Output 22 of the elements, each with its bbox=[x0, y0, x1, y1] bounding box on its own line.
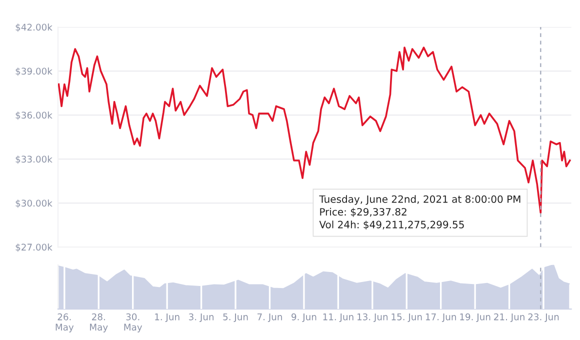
x-tick-label: 26. May bbox=[56, 313, 74, 332]
y-tick-label: $33.00k bbox=[16, 156, 52, 164]
x-tick-label: 17. Jun bbox=[426, 314, 456, 322]
y-tick-label: $36.00k bbox=[16, 112, 52, 120]
y-tick-label: $27.00k bbox=[16, 244, 52, 252]
x-tick-label: 30. May bbox=[124, 313, 142, 332]
x-tick-label: 13. Jun bbox=[357, 313, 388, 322]
annotation: Tuesday, June 22nd, 2021 at 8:00:00 PM Price: $29,337.82 Vol 24h: $49,211,275,299.55 bbox=[319, 195, 520, 230]
x-tick-label: 11. Jun bbox=[323, 314, 354, 322]
x-tick-label: 3. Jun bbox=[189, 313, 214, 322]
x-tick-label: 21. Jun bbox=[494, 313, 524, 322]
x-tick-label: 23. Jun bbox=[528, 313, 559, 322]
y-tick-label: $30.00k bbox=[16, 200, 52, 208]
y-tick-label: $42.00k bbox=[16, 24, 52, 32]
x-tick-label: 7. Jun bbox=[257, 314, 282, 322]
x-tick-label: 1. Jun bbox=[155, 314, 180, 322]
x-tick-label: 19. Jun bbox=[460, 313, 490, 322]
x-tick-label: 28. May bbox=[90, 313, 108, 332]
x-tick-label: 5. Jun bbox=[223, 314, 248, 322]
x-tick-label: 15. Jun bbox=[392, 314, 422, 322]
x-tick-label: 9. Jun bbox=[292, 313, 316, 322]
y-tick-label: $39.00k bbox=[16, 68, 52, 76]
